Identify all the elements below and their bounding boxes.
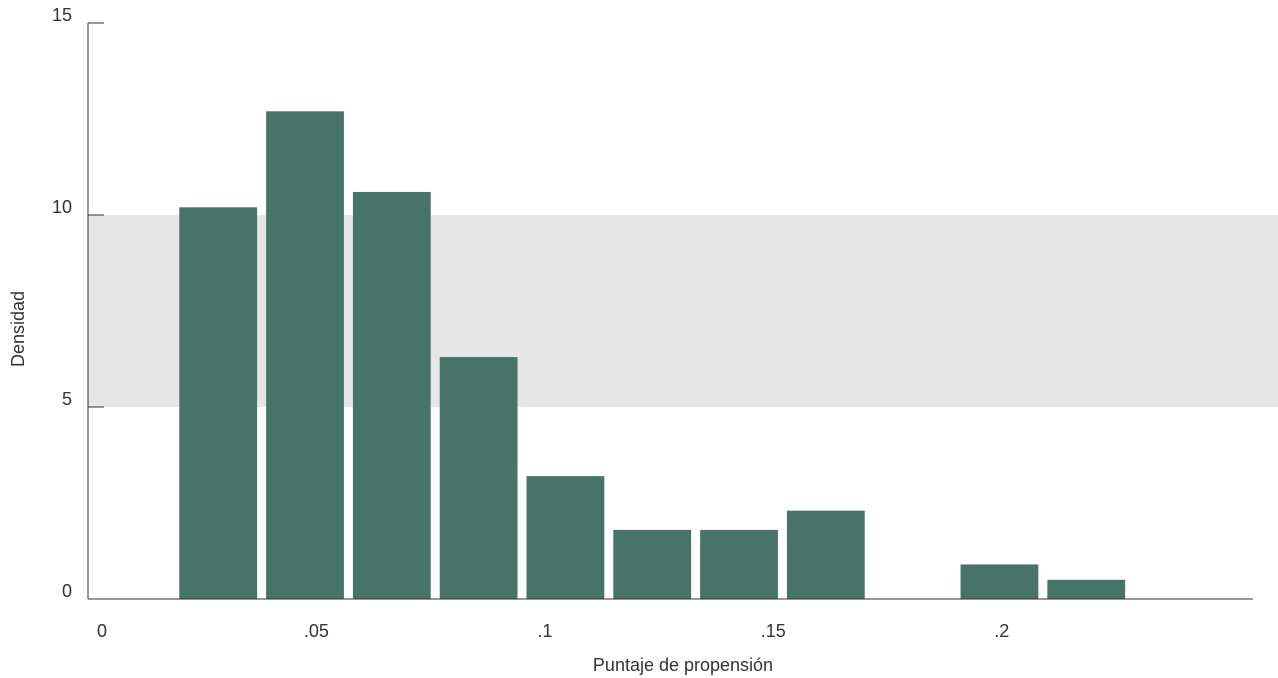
y-axis-title: Densidad [8,291,28,367]
y-tick-label: 5 [62,389,72,409]
histogram-bar [613,529,692,599]
y-tick-label: 0 [62,581,72,601]
x-tick-label: .1 [537,621,552,641]
histogram-bar [352,191,431,599]
y-tick-label: 10 [52,197,72,217]
histogram-bar [439,357,518,599]
x-tick-label: .2 [994,621,1009,641]
histogram-bar [179,207,258,599]
histogram-bar [1047,579,1126,599]
histogram-bar [526,476,605,599]
x-tick-label: .15 [761,621,786,641]
histogram-bar [266,111,344,599]
x-axis-title: Puntaje de propensión [593,655,773,675]
histogram-bar [700,529,778,599]
x-tick-label: .05 [304,621,329,641]
y-tick-label: 15 [52,5,72,25]
x-tick-label: 0 [97,621,107,641]
histogram-bar [960,564,1039,599]
histogram-bar [786,510,865,599]
